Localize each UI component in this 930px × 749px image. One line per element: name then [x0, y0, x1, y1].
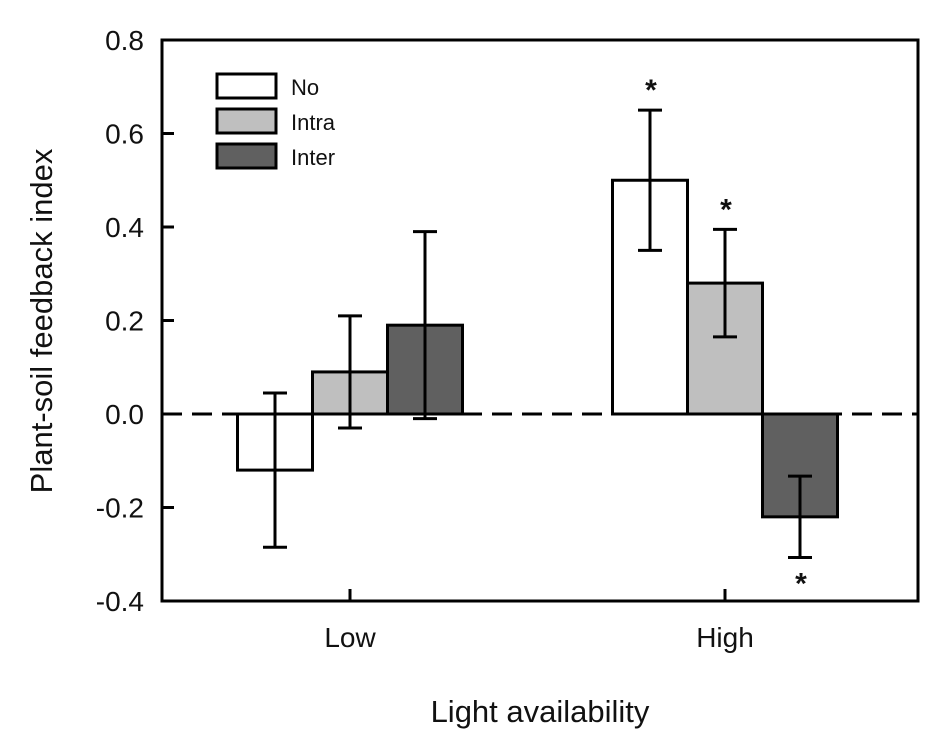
significance-star: *	[795, 568, 807, 601]
y-axis: -0.4 -0.2 0.0 0.2 0.4 0.6 0.8	[96, 25, 174, 617]
significance-markers: * * *	[645, 74, 807, 600]
legend-swatch-intra	[215, 107, 278, 135]
y-axis-label: Plant-soil feedback index	[24, 148, 59, 493]
significance-star: *	[645, 74, 657, 107]
legend-swatch-inter	[215, 142, 278, 170]
y-tick-label: 0.6	[105, 119, 144, 150]
x-axis-label: Light availability	[431, 694, 650, 729]
legend-label-intra: Intra	[291, 110, 336, 135]
x-tick-label: Low	[324, 622, 376, 653]
y-tick-label: 0.8	[105, 25, 144, 56]
legend: No Intra Inter	[215, 72, 336, 170]
legend-label-no: No	[291, 75, 319, 100]
significance-star: *	[720, 193, 732, 226]
y-tick-label: 0.4	[105, 212, 144, 243]
legend-label-inter: Inter	[291, 145, 335, 170]
y-tick-label: 0.2	[105, 306, 144, 337]
legend-swatch-no	[215, 72, 278, 100]
bars-layer	[236, 178, 839, 519]
y-tick-label: -0.4	[96, 586, 144, 617]
y-tick-label: 0.0	[105, 399, 144, 430]
x-axis: Low High	[324, 589, 754, 653]
y-tick-label: -0.2	[96, 493, 144, 524]
x-tick-label: High	[696, 622, 754, 653]
bar-intra-high	[686, 281, 764, 416]
error-bars-layer	[263, 108, 812, 560]
